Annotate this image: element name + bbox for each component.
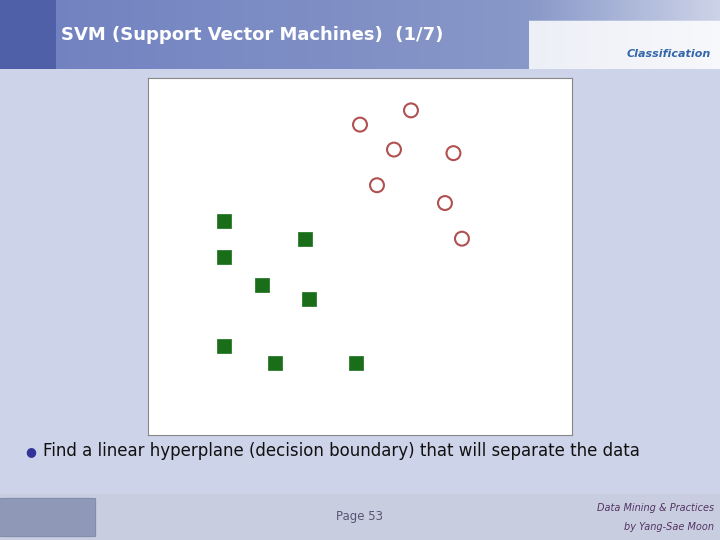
Bar — [0, 0, 55, 69]
Point — [372, 181, 383, 190]
Point — [350, 359, 361, 368]
Point — [456, 234, 468, 243]
FancyBboxPatch shape — [0, 498, 96, 537]
Point — [448, 149, 459, 158]
FancyBboxPatch shape — [520, 21, 720, 79]
Text: ●: ● — [25, 445, 36, 458]
Point — [218, 341, 230, 350]
Text: Find a linear hyperplane (decision boundary) that will separate the data: Find a linear hyperplane (decision bound… — [43, 442, 640, 460]
Point — [269, 359, 281, 368]
Text: Classification: Classification — [626, 49, 711, 59]
Point — [218, 217, 230, 225]
Point — [439, 199, 451, 207]
Point — [256, 281, 268, 289]
Point — [388, 145, 400, 154]
Text: by Yang-Sae Moon: by Yang-Sae Moon — [624, 522, 714, 532]
Text: SVM (Support Vector Machines)  (1/7): SVM (Support Vector Machines) (1/7) — [61, 25, 444, 44]
Point — [354, 120, 366, 129]
Point — [405, 106, 417, 114]
Text: Data Mining & Practices: Data Mining & Practices — [597, 503, 714, 513]
Point — [303, 295, 315, 303]
Point — [218, 252, 230, 261]
Text: Page 53: Page 53 — [336, 510, 384, 523]
Point — [299, 234, 310, 243]
